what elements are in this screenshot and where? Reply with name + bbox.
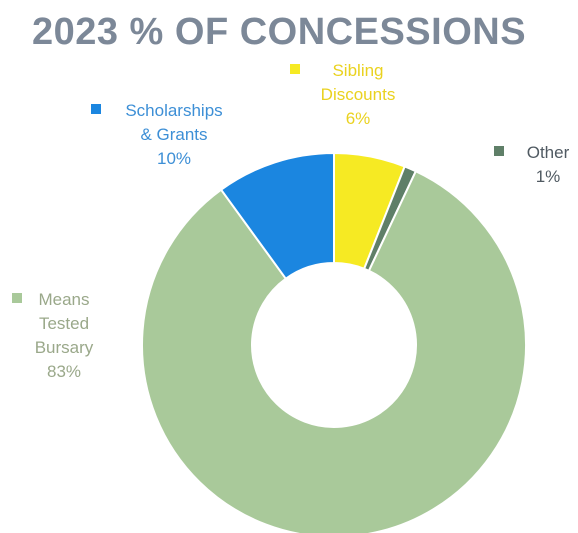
chart-slices (141, 151, 527, 533)
data-label-scholarships: Scholarships & Grants 10% (125, 101, 222, 168)
data-label-sibling: Sibling Discounts 6% (321, 61, 396, 128)
legend-marker-other (494, 146, 504, 156)
chart-labels: Sibling Discounts 6% Other 1% Means Tested Burs… (12, 61, 570, 381)
data-label-other: Other 1% (527, 143, 570, 186)
chart-title: 2023 % OF CONCESSIONS (32, 11, 526, 53)
legend-marker-sibling (290, 64, 300, 74)
slice-means_tested (141, 169, 527, 533)
data-label-means_tested: Means Tested Bursary 83% (35, 290, 94, 381)
slice-scholarships (219, 151, 335, 281)
legend-marker-means_tested (12, 293, 22, 303)
legend-marker-scholarships (91, 104, 101, 114)
